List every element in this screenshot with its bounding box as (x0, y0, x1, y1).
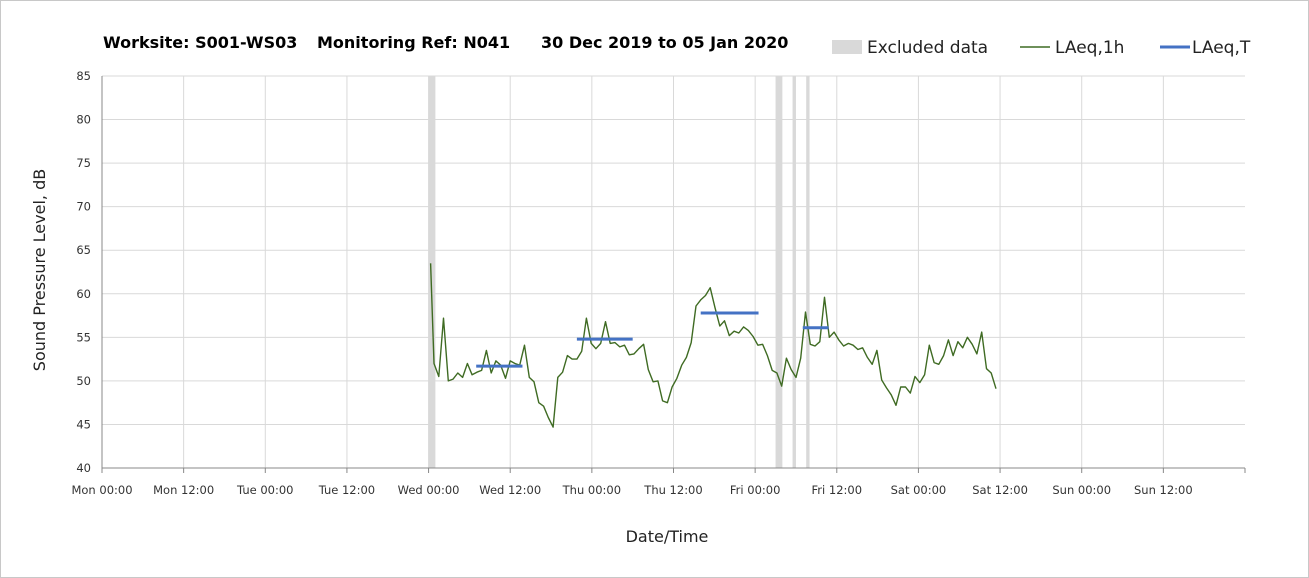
y-tick-label: 85 (76, 69, 91, 83)
legend-label-laeq-t: LAeq,T (1192, 38, 1251, 58)
x-tick-label: Tue 12:00 (318, 483, 375, 497)
y-tick-label: 55 (76, 330, 91, 344)
y-tick-label: 75 (76, 156, 91, 170)
chart-title-site: Worksite: S001-WS03 (103, 33, 297, 52)
x-axis-title: Date/Time (626, 527, 709, 546)
x-tick-label: Tue 00:00 (236, 483, 293, 497)
x-tick-label: Sun 00:00 (1052, 483, 1111, 497)
x-tick-label: Sun 12:00 (1134, 483, 1193, 497)
legend: Excluded data LAeq,1h LAeq,T (832, 38, 1251, 58)
series-laeq-1h-line (429, 263, 997, 428)
legend-label-excluded: Excluded data (867, 38, 988, 58)
x-tick-label: Wed 12:00 (479, 483, 541, 497)
y-axis-title: Sound Pressure Level, dB (30, 169, 49, 371)
x-tick-label: Mon 00:00 (71, 483, 132, 497)
x-tick-label: Sat 12:00 (972, 483, 1028, 497)
chart-title-ref: Monitoring Ref: N041 (317, 33, 510, 52)
x-tick-label: Sat 00:00 (891, 483, 947, 497)
plot-area: 40 45 50 55 60 65 70 75 80 85 Mon 00:00 Mon 12:00 Tu… (71, 69, 1246, 497)
x-tick-label: Thu 12:00 (643, 483, 702, 497)
excluded-band (428, 76, 436, 468)
y-tick-label: 45 (76, 417, 91, 431)
legend-label-laeq-1h: LAeq,1h (1055, 38, 1124, 58)
x-tick-label: Wed 00:00 (398, 483, 460, 497)
excluded-band (775, 76, 783, 468)
y-tick-label: 50 (76, 374, 91, 388)
x-tick-label: Fri 12:00 (812, 483, 863, 497)
y-tick-label: 40 (76, 461, 91, 475)
y-tick-label: 65 (76, 243, 91, 257)
excluded-band (792, 76, 796, 468)
x-tick-label: Fri 00:00 (730, 483, 781, 497)
chart-title-period: 30 Dec 2019 to 05 Jan 2020 (541, 33, 788, 52)
y-tick-label: 70 (76, 200, 91, 214)
y-tick-label: 80 (76, 113, 91, 127)
excluded-band (806, 76, 810, 468)
legend-swatch-excluded (832, 40, 862, 54)
x-tick-label: Thu 00:00 (562, 483, 621, 497)
y-tick-label: 60 (76, 287, 91, 301)
x-tick-label: Mon 12:00 (153, 483, 214, 497)
